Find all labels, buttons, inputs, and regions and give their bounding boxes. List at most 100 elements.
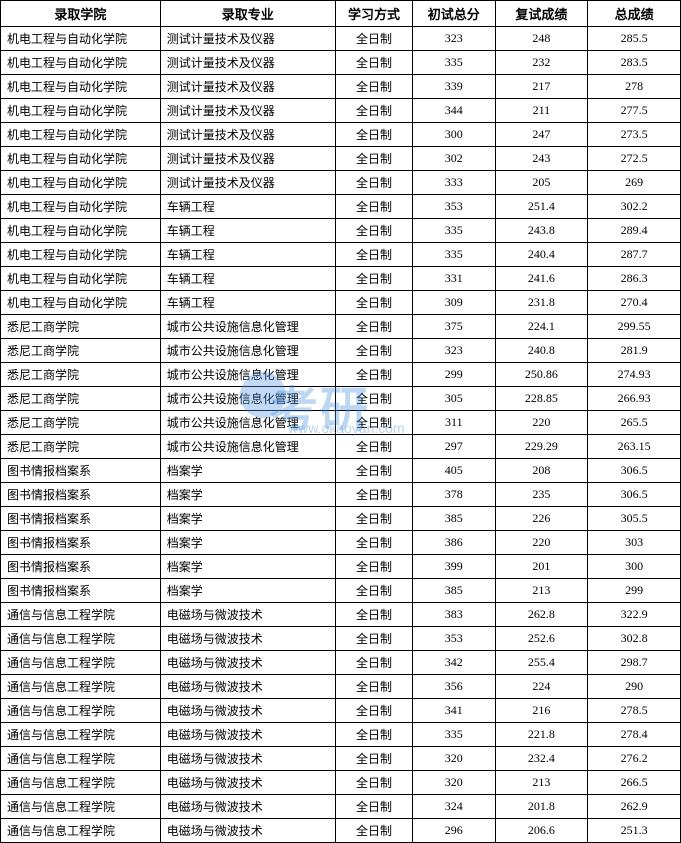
cell-initial: 353 [413, 627, 495, 651]
cell-retest: 201.8 [495, 795, 588, 819]
cell-retest: 235 [495, 483, 588, 507]
cell-total: 278.4 [588, 723, 681, 747]
table-header-row: 录取学院 录取专业 学习方式 初试总分 复试成绩 总成绩 [1, 1, 681, 27]
cell-college: 机电工程与自动化学院 [1, 27, 161, 51]
cell-college: 通信与信息工程学院 [1, 723, 161, 747]
table-row: 通信与信息工程学院电磁场与微波技术全日制353252.6302.8 [1, 627, 681, 651]
cell-initial: 297 [413, 435, 495, 459]
cell-college: 图书情报档案系 [1, 483, 161, 507]
cell-major: 测试计量技术及仪器 [160, 123, 335, 147]
cell-total: 322.9 [588, 603, 681, 627]
cell-total: 300 [588, 555, 681, 579]
cell-college: 机电工程与自动化学院 [1, 123, 161, 147]
header-retest: 复试成绩 [495, 1, 588, 27]
header-mode: 学习方式 [335, 1, 412, 27]
cell-initial: 339 [413, 75, 495, 99]
table-row: 机电工程与自动化学院车辆工程全日制331241.6286.3 [1, 267, 681, 291]
cell-initial: 335 [413, 243, 495, 267]
cell-total: 266.5 [588, 771, 681, 795]
cell-mode: 全日制 [335, 531, 412, 555]
cell-college: 通信与信息工程学院 [1, 795, 161, 819]
cell-major: 城市公共设施信息化管理 [160, 339, 335, 363]
cell-total: 305.5 [588, 507, 681, 531]
cell-total: 302.2 [588, 195, 681, 219]
cell-major: 电磁场与微波技术 [160, 747, 335, 771]
cell-retest: 232 [495, 51, 588, 75]
cell-major: 档案学 [160, 459, 335, 483]
cell-major: 电磁场与微波技术 [160, 603, 335, 627]
cell-initial: 335 [413, 723, 495, 747]
cell-total: 251.3 [588, 819, 681, 843]
cell-major: 车辆工程 [160, 219, 335, 243]
cell-initial: 399 [413, 555, 495, 579]
cell-major: 档案学 [160, 531, 335, 555]
cell-major: 电磁场与微波技术 [160, 795, 335, 819]
cell-college: 悉尼工商学院 [1, 411, 161, 435]
header-college: 录取学院 [1, 1, 161, 27]
cell-total: 289.4 [588, 219, 681, 243]
cell-retest: 226 [495, 507, 588, 531]
table-row: 通信与信息工程学院电磁场与微波技术全日制296206.6251.3 [1, 819, 681, 843]
table-row: 通信与信息工程学院电磁场与微波技术全日制341216278.5 [1, 699, 681, 723]
cell-mode: 全日制 [335, 651, 412, 675]
cell-major: 电磁场与微波技术 [160, 819, 335, 843]
cell-initial: 320 [413, 771, 495, 795]
cell-college: 机电工程与自动化学院 [1, 267, 161, 291]
cell-college: 图书情报档案系 [1, 507, 161, 531]
cell-total: 266.93 [588, 387, 681, 411]
cell-mode: 全日制 [335, 555, 412, 579]
cell-total: 285.5 [588, 27, 681, 51]
table-row: 通信与信息工程学院电磁场与微波技术全日制356224290 [1, 675, 681, 699]
cell-retest: 213 [495, 579, 588, 603]
cell-retest: 243 [495, 147, 588, 171]
cell-retest: 262.8 [495, 603, 588, 627]
cell-initial: 356 [413, 675, 495, 699]
cell-initial: 300 [413, 123, 495, 147]
cell-total: 262.9 [588, 795, 681, 819]
cell-total: 272.5 [588, 147, 681, 171]
table-row: 通信与信息工程学院电磁场与微波技术全日制320232.4276.2 [1, 747, 681, 771]
cell-major: 测试计量技术及仪器 [160, 51, 335, 75]
cell-initial: 386 [413, 531, 495, 555]
cell-initial: 323 [413, 27, 495, 51]
cell-major: 档案学 [160, 483, 335, 507]
cell-initial: 302 [413, 147, 495, 171]
cell-total: 277.5 [588, 99, 681, 123]
cell-initial: 353 [413, 195, 495, 219]
cell-total: 283.5 [588, 51, 681, 75]
cell-major: 档案学 [160, 579, 335, 603]
cell-major: 测试计量技术及仪器 [160, 75, 335, 99]
cell-major: 车辆工程 [160, 243, 335, 267]
cell-mode: 全日制 [335, 699, 412, 723]
table-row: 图书情报档案系档案学全日制386220303 [1, 531, 681, 555]
cell-college: 通信与信息工程学院 [1, 603, 161, 627]
cell-initial: 331 [413, 267, 495, 291]
cell-total: 263.15 [588, 435, 681, 459]
table-row: 机电工程与自动化学院车辆工程全日制353251.4302.2 [1, 195, 681, 219]
cell-mode: 全日制 [335, 723, 412, 747]
cell-college: 机电工程与自动化学院 [1, 51, 161, 75]
table-row: 机电工程与自动化学院测试计量技术及仪器全日制300247273.5 [1, 123, 681, 147]
cell-total: 298.7 [588, 651, 681, 675]
cell-retest: 224 [495, 675, 588, 699]
cell-college: 机电工程与自动化学院 [1, 291, 161, 315]
cell-retest: 213 [495, 771, 588, 795]
cell-college: 机电工程与自动化学院 [1, 243, 161, 267]
cell-retest: 250.86 [495, 363, 588, 387]
cell-retest: 240.8 [495, 339, 588, 363]
cell-mode: 全日制 [335, 51, 412, 75]
cell-total: 299 [588, 579, 681, 603]
cell-initial: 405 [413, 459, 495, 483]
cell-mode: 全日制 [335, 507, 412, 531]
cell-total: 303 [588, 531, 681, 555]
cell-major: 车辆工程 [160, 291, 335, 315]
cell-mode: 全日制 [335, 771, 412, 795]
table-row: 机电工程与自动化学院测试计量技术及仪器全日制323248285.5 [1, 27, 681, 51]
cell-college: 机电工程与自动化学院 [1, 147, 161, 171]
cell-total: 281.9 [588, 339, 681, 363]
table-row: 通信与信息工程学院电磁场与微波技术全日制383262.8322.9 [1, 603, 681, 627]
cell-initial: 385 [413, 507, 495, 531]
cell-initial: 335 [413, 219, 495, 243]
cell-initial: 311 [413, 411, 495, 435]
cell-retest: 228.85 [495, 387, 588, 411]
